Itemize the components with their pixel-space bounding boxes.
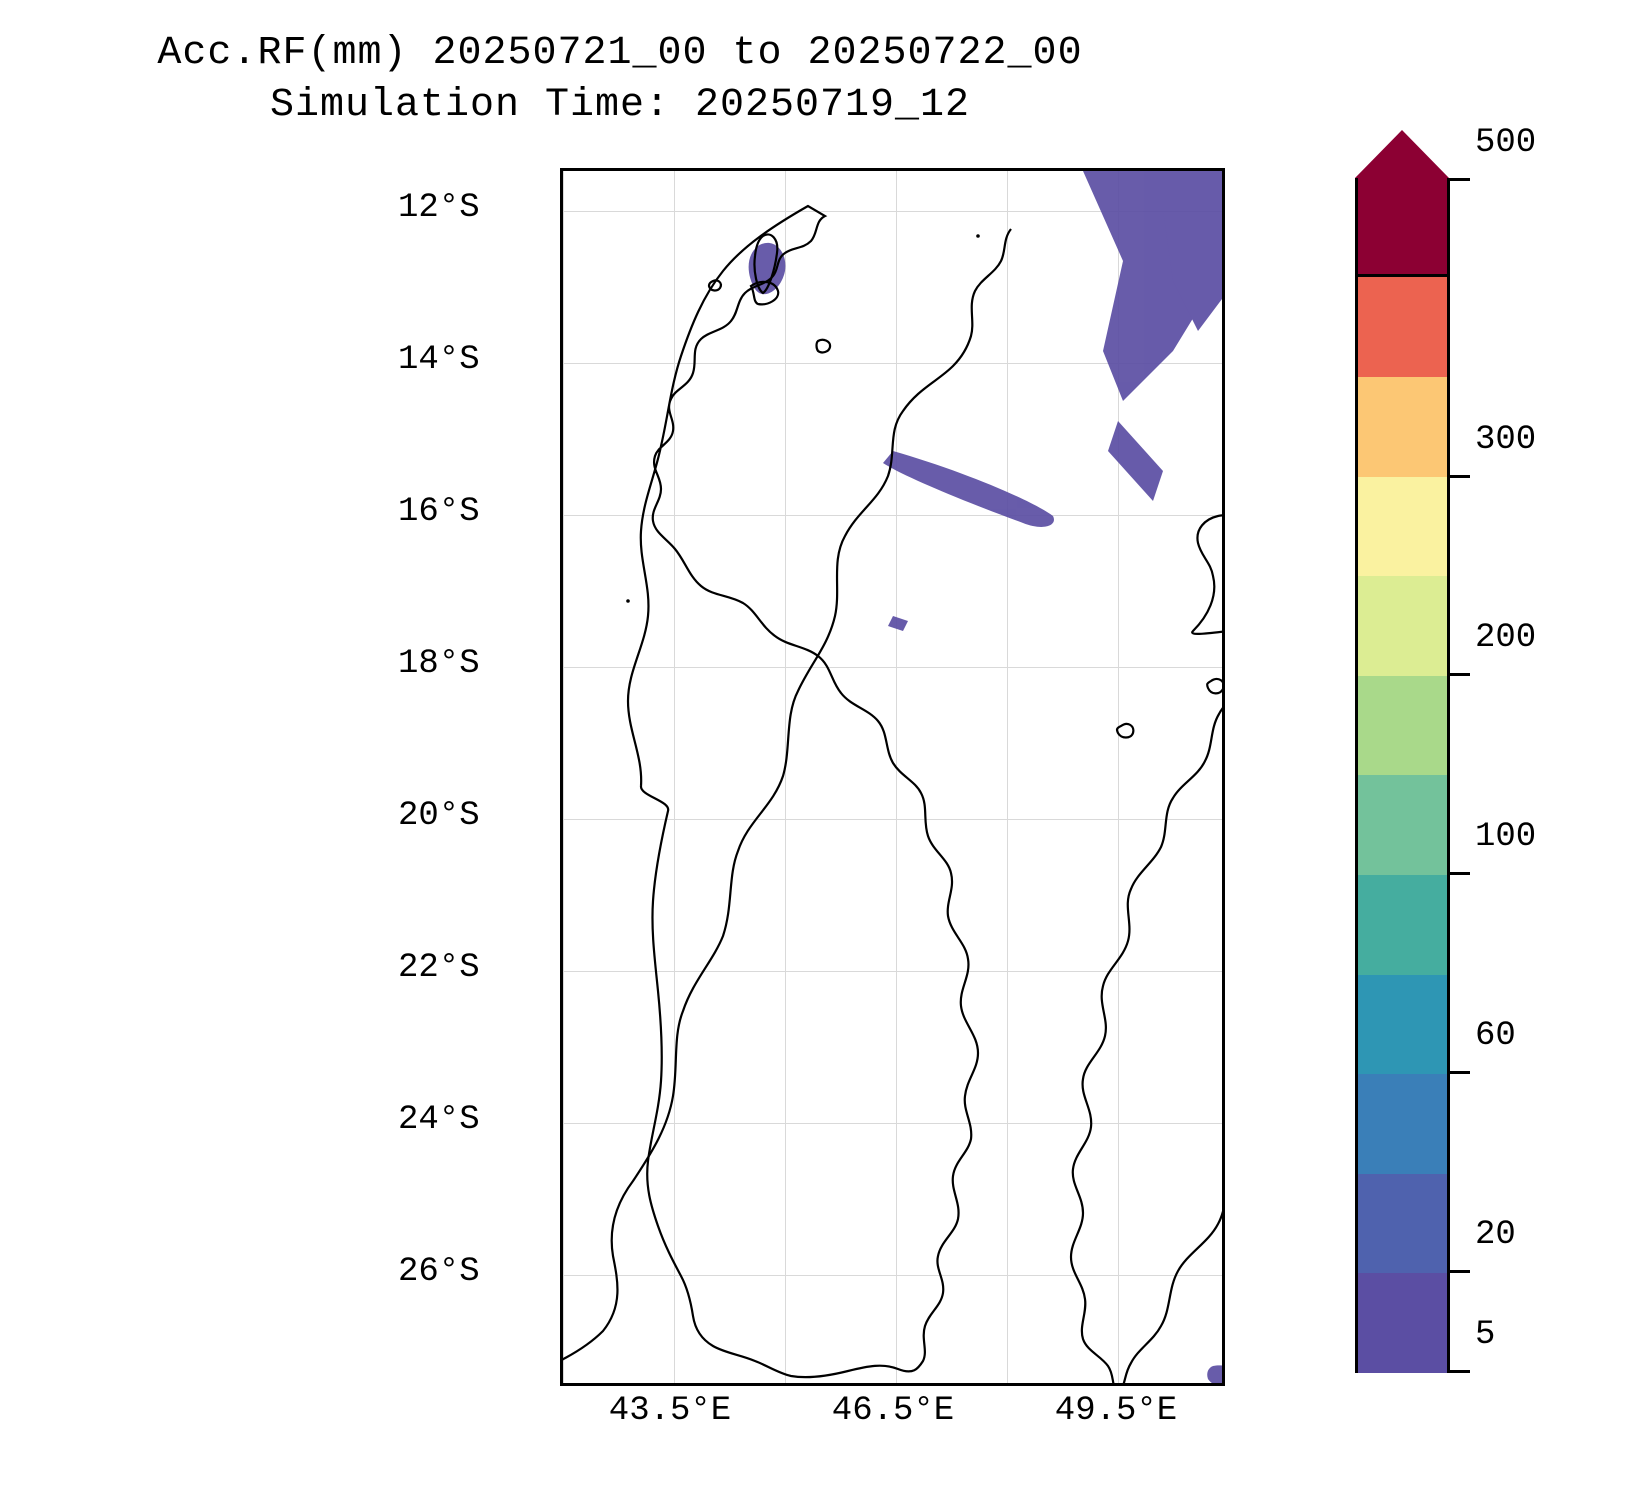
colorbar-band-6 (1355, 676, 1450, 776)
y-tick-label-0: 12°S (398, 189, 480, 227)
y-tick-label-6: 24°S (398, 1101, 480, 1139)
colorbar-tick-200 (1450, 673, 1470, 676)
colorbar-tick-100 (1450, 872, 1470, 875)
chart-title-line1: Acc.RF(mm) 20250721_00 to 20250722_00 (0, 28, 1240, 80)
colorbar-band-0 (1355, 1273, 1450, 1373)
colorbar-tick-20 (1450, 1270, 1470, 1273)
x-tick-label-2: 49.5°E (1055, 1392, 1177, 1430)
colorbar-band-8 (1355, 477, 1450, 577)
colorbar-band-4 (1355, 875, 1450, 975)
colorbar-band-7 (1355, 576, 1450, 676)
rainfall-map-svg (563, 171, 1225, 1386)
colorbar-ticklabel-60: 60 (1475, 1017, 1516, 1055)
colorbar-band-11 (1355, 178, 1450, 277)
colorbar-tick-500 (1450, 178, 1470, 181)
chart-title-block: Acc.RF(mm) 20250721_00 to 20250722_00 Si… (0, 28, 1240, 132)
colorbar-ticklabel-100: 100 (1475, 818, 1536, 856)
colorbar-band-3 (1355, 975, 1450, 1075)
map-plot-area[interactable] (560, 168, 1225, 1386)
y-tick-label-1: 14°S (398, 341, 480, 379)
x-tick-label-1: 46.5°E (832, 1392, 954, 1430)
colorbar-tick-300 (1450, 475, 1470, 478)
x-tick-label-0: 43.5°E (609, 1392, 731, 1430)
colorbar-arrow-top (1355, 130, 1449, 178)
chart-title-line2: Simulation Time: 20250719_12 (0, 80, 1240, 132)
colorbar-ticklabel-200: 200 (1475, 619, 1536, 657)
colorbar-band-1 (1355, 1174, 1450, 1274)
y-tick-label-7: 26°S (398, 1253, 480, 1291)
colorbar-tick-60 (1450, 1071, 1470, 1074)
colorbar-band-9 (1355, 377, 1450, 477)
colorbar-ticklabel-300: 300 (1475, 421, 1536, 459)
chart-root: Acc.RF(mm) 20250721_00 to 20250722_00 Si… (0, 0, 1650, 1500)
y-tick-label-3: 18°S (398, 645, 480, 683)
coastline-layer (563, 206, 1011, 1386)
y-tick-label-5: 22°S (398, 949, 480, 987)
colorbar-ticklabel-500: 500 (1475, 124, 1536, 162)
colorbar[interactable]: 500 300 200 100 60 20 5 (1355, 178, 1450, 1373)
colorbar-tick-5 (1450, 1370, 1470, 1373)
colorbar-ticklabel-20: 20 (1475, 1216, 1516, 1254)
colorbar-band-2 (1355, 1074, 1450, 1174)
colorbar-ticklabel-5: 5 (1475, 1316, 1495, 1354)
madagascar-inlet-details (1117, 679, 1224, 738)
colorbar-band-5 (1355, 775, 1450, 875)
colorbar-band-10 (1355, 277, 1450, 377)
y-tick-label-2: 16°S (398, 493, 480, 531)
y-tick-label-4: 20°S (398, 797, 480, 835)
